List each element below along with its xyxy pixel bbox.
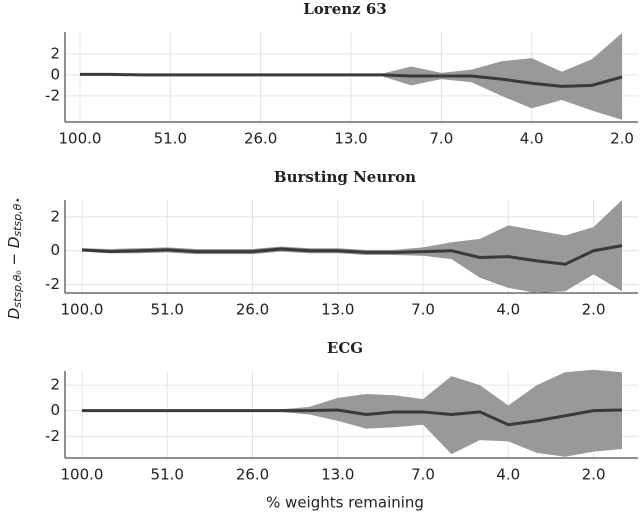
y-tick-label: -2 <box>45 86 60 104</box>
y-tick-label: -2 <box>45 275 60 293</box>
chart-title: Lorenz 63 <box>303 0 387 18</box>
x-tick-label: 26.0 <box>236 466 269 484</box>
mean-line <box>81 244 623 266</box>
x-axis-label: % weights remaining <box>266 494 424 512</box>
y-tick-label: 2 <box>50 376 60 394</box>
x-tick-label: 7.0 <box>429 130 453 148</box>
x-tick-label: 51.0 <box>154 130 187 148</box>
y-tick-label: 2 <box>50 44 60 62</box>
x-tick-label: 26.0 <box>236 301 269 319</box>
x-tick-label: 13.0 <box>334 130 367 148</box>
x-tick-label: 4.0 <box>496 301 520 319</box>
y-tick-label: 0 <box>50 401 60 419</box>
chart-title: ECG <box>327 339 363 357</box>
y-label-part: D <box>5 308 23 320</box>
y-tick-label: 0 <box>50 65 60 83</box>
band-area <box>80 33 622 120</box>
x-tick-label: 13.0 <box>321 301 354 319</box>
x-tick-label: 26.0 <box>244 130 277 148</box>
x-tick-label: 2.0 <box>582 301 606 319</box>
chart-title: Bursting Neuron <box>274 168 416 186</box>
x-tick-label: 100.0 <box>59 130 102 148</box>
y-label-subscript: stsp,θ₀ <box>11 270 24 308</box>
mean-line <box>80 72 623 88</box>
y-label-subscript: stsp,θ⋆ <box>11 197 24 237</box>
x-tick-label: 51.0 <box>151 301 184 319</box>
y-axis-label: Dstsp,θ₀ − Dstsp,θ⋆ <box>5 197 25 320</box>
y-tick-label: 2 <box>50 207 60 225</box>
x-tick-label: 100.0 <box>61 466 104 484</box>
x-tick-label: 2.0 <box>582 466 606 484</box>
band-area <box>82 200 622 293</box>
x-tick-label: 51.0 <box>151 466 184 484</box>
x-tick-label: 100.0 <box>61 301 104 319</box>
y-tick-label: -2 <box>45 427 60 445</box>
x-tick-label: 2.0 <box>610 130 634 148</box>
y-label-part: − D <box>5 237 23 271</box>
y-tick-label: 0 <box>50 241 60 259</box>
x-tick-label: 4.0 <box>520 130 544 148</box>
x-tick-label: 4.0 <box>496 466 520 484</box>
x-tick-label: 7.0 <box>411 466 435 484</box>
x-tick-label: 13.0 <box>321 466 354 484</box>
x-tick-label: 7.0 <box>411 301 435 319</box>
mean-line <box>82 408 623 427</box>
